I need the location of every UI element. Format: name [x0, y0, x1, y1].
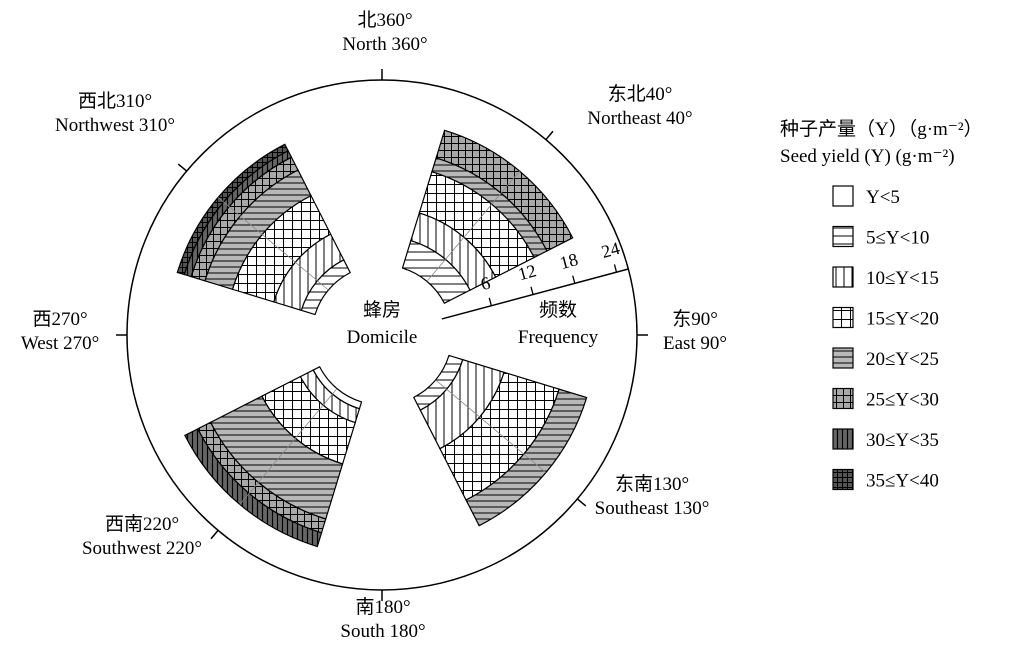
direction-label-cn-130: 东南130° — [615, 473, 689, 495]
legend-swatch-5 — [832, 387, 854, 410]
sector-axis-130 — [435, 379, 547, 473]
legend-swatch-2 — [832, 266, 854, 288]
sector-40 — [401, 129, 574, 305]
legend-label-4: 20≤Y<25 — [866, 349, 939, 370]
legend-label-0: Y<5 — [866, 187, 900, 208]
direction-label-cn-40: 东北40° — [608, 83, 673, 105]
sector-axis-310 — [217, 197, 329, 291]
direction-label-cn-90: 东90° — [672, 308, 718, 330]
radial-tick-12 — [530, 286, 534, 295]
radial-tick-18 — [572, 275, 576, 284]
radial-tick-label-12: 12 — [516, 260, 539, 284]
direction-tick-310 — [177, 163, 188, 172]
radial-axis-title-en: Frequency — [518, 327, 599, 348]
sector-310 — [176, 143, 352, 316]
radial-axis-title-cn: 频数 — [539, 299, 577, 321]
direction-tick-130 — [576, 498, 587, 507]
sector-axis-220 — [239, 388, 338, 505]
direction-label-en-40: Northeast 40° — [587, 108, 692, 129]
legend: 种子产量（Y）（g·m⁻²） Seed yield (Y) (g·m⁻²) Y<… — [780, 118, 983, 492]
radial-tick-24 — [613, 264, 618, 273]
direction-label-cn-180: 南180° — [355, 596, 410, 618]
radial-tick-6 — [488, 297, 492, 306]
direction-label-en-90: East 90° — [663, 333, 727, 354]
legend-swatch-4 — [832, 347, 854, 369]
segment-130-cat-4 — [465, 388, 588, 527]
direction-tick-220 — [210, 529, 219, 540]
legend-title-cn: 种子产量（Y）（g·m⁻²） — [780, 118, 983, 140]
sector-220 — [184, 365, 363, 548]
direction-label-en-180: South 180° — [340, 621, 425, 642]
direction-tick-40 — [545, 130, 554, 141]
sector-130 — [412, 354, 588, 527]
radial-tick-label-18: 18 — [558, 249, 581, 273]
legend-label-7: 35≤Y<40 — [866, 471, 939, 492]
legend-swatch-3 — [832, 306, 854, 329]
radial-tick-label-24: 24 — [599, 238, 622, 262]
legend-title-en: Seed yield (Y) (g·m⁻²) — [780, 146, 955, 167]
direction-label-cn-360: 北360° — [357, 9, 412, 31]
direction-label-cn-220: 西南220° — [105, 513, 179, 535]
sector-axis-40 — [426, 170, 520, 282]
direction-label-en-130: Southeast 130° — [595, 498, 710, 519]
segment-40-cat-5 — [435, 129, 574, 252]
legend-label-3: 15≤Y<20 — [866, 309, 939, 330]
segment-220-cat-6 — [184, 428, 323, 548]
legend-label-6: 30≤Y<35 — [866, 430, 939, 451]
radial-axis-line — [441, 268, 629, 320]
direction-label-cn-310: 西北310° — [78, 90, 152, 112]
center-label-cn: 蜂房 — [363, 299, 401, 321]
legend-label-5: 25≤Y<30 — [866, 390, 939, 411]
legend-swatch-6 — [832, 428, 854, 450]
legend-label-2: 10≤Y<15 — [866, 268, 939, 289]
center-label-en: Domicile — [347, 327, 418, 348]
direction-label-en-310: Northwest 310° — [55, 115, 175, 136]
legend-swatch-1 — [832, 225, 854, 248]
direction-label-en-360: North 360° — [342, 34, 427, 55]
legend-swatch-7 — [832, 468, 854, 491]
direction-label-en-220: Southwest 220° — [82, 538, 202, 559]
legend-label-1: 5≤Y<10 — [866, 228, 929, 249]
legend-swatch-0 — [832, 185, 854, 207]
segment-310-cat-7 — [176, 143, 289, 276]
direction-label-en-270: West 270° — [21, 333, 99, 354]
direction-label-cn-270: 西270° — [32, 309, 87, 330]
